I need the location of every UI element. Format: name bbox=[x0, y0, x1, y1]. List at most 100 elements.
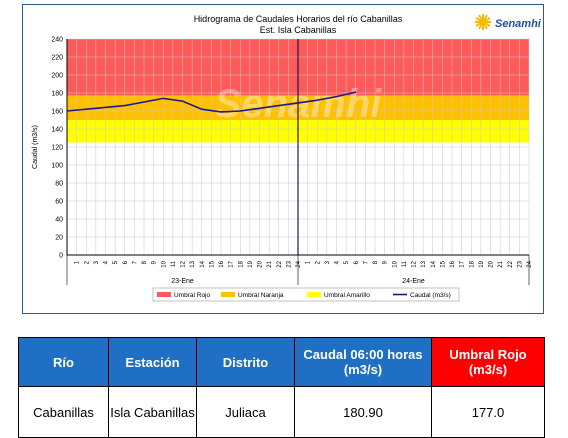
logo-sun-ray bbox=[478, 14, 482, 20]
day-label: 23-Ene bbox=[171, 278, 194, 285]
cell-estacion: Isla Cabanillas bbox=[108, 386, 197, 438]
y-tick-label: 160 bbox=[51, 109, 63, 116]
logo-sun-ray bbox=[485, 17, 491, 21]
x-tick-label: 8 bbox=[373, 260, 379, 264]
chart-title: Hidrograma de Caudales Horarios del río … bbox=[194, 14, 403, 24]
y-tick-label: 100 bbox=[51, 163, 63, 170]
x-tick-label: 2 bbox=[84, 260, 90, 264]
table-row: Cabanillas Isla Cabanillas Juliaca 180.9… bbox=[18, 386, 545, 438]
x-tick-label: 18 bbox=[469, 260, 475, 267]
x-tick-label: 1 bbox=[306, 260, 312, 264]
x-tick-label: 17 bbox=[229, 260, 235, 267]
data-point bbox=[143, 101, 145, 103]
header-umbral-rojo: Umbral Rojo (m3/s) bbox=[431, 337, 545, 387]
x-tick-label: 6 bbox=[354, 260, 360, 264]
x-tick-label: 24 bbox=[296, 260, 302, 267]
x-tick-label: 12 bbox=[181, 260, 187, 267]
legend-item: Umbral Naranja bbox=[238, 292, 284, 299]
x-tick-label: 20 bbox=[258, 260, 264, 267]
logo-sun-ray bbox=[475, 17, 481, 21]
x-tick-label: 7 bbox=[132, 260, 138, 264]
x-tick-label: 9 bbox=[383, 260, 389, 264]
y-tick-label: 20 bbox=[55, 235, 63, 242]
x-tick-label: 18 bbox=[238, 260, 244, 267]
logo-sun-ray bbox=[484, 24, 488, 30]
legend-swatch bbox=[307, 292, 321, 297]
x-tick-label: 14 bbox=[431, 260, 437, 267]
x-tick-label: 6 bbox=[123, 260, 129, 264]
x-tick-label: 19 bbox=[479, 260, 485, 267]
day-label: 24-Ene bbox=[402, 278, 425, 285]
logo-sun-ray bbox=[485, 23, 491, 27]
table-header-row: Río Estación Distrito Caudal 06:00 horas… bbox=[18, 337, 545, 387]
x-tick-label: 23 bbox=[286, 260, 292, 267]
legend-item: Umbral Rojo bbox=[174, 292, 211, 299]
data-point bbox=[297, 102, 299, 104]
data-point bbox=[124, 105, 126, 107]
data-point bbox=[66, 110, 68, 112]
logo-sun-ray bbox=[478, 24, 482, 30]
chart-subtitle: Est. Isla Cabanillas bbox=[260, 25, 337, 35]
x-tick-label: 17 bbox=[460, 260, 466, 267]
y-tick-label: 120 bbox=[51, 145, 63, 152]
y-tick-label: 60 bbox=[55, 199, 63, 206]
y-tick-label: 80 bbox=[55, 181, 63, 188]
chart-frame: Hidrograma de Caudales Horarios del río … bbox=[22, 4, 544, 314]
header-caudal: Caudal 06:00 horas (m3/s) bbox=[294, 337, 432, 387]
y-tick-label: 40 bbox=[55, 217, 63, 224]
legend-item: Caudal (m3/s) bbox=[410, 292, 451, 299]
x-tick-label: 13 bbox=[421, 260, 427, 267]
x-tick-label: 20 bbox=[489, 260, 495, 267]
x-tick-label: 8 bbox=[142, 260, 148, 264]
y-tick-label: 0 bbox=[59, 253, 63, 260]
logo-sun-ray bbox=[484, 14, 488, 20]
x-tick-label: 2 bbox=[315, 260, 321, 264]
data-point bbox=[220, 111, 222, 113]
x-tick-label: 16 bbox=[450, 260, 456, 267]
logo-sun-icon bbox=[479, 18, 487, 26]
x-tick-label: 24 bbox=[527, 260, 533, 267]
x-tick-label: 21 bbox=[498, 260, 504, 267]
x-tick-label: 23 bbox=[517, 260, 523, 267]
header-distrito: Distrito bbox=[196, 337, 295, 387]
cell-caudal: 180.90 bbox=[294, 386, 432, 438]
header-estacion: Estación bbox=[108, 337, 197, 387]
data-point bbox=[258, 107, 261, 109]
y-tick-label: 140 bbox=[51, 127, 63, 134]
data-point bbox=[201, 108, 203, 110]
data-point bbox=[316, 99, 318, 101]
x-tick-label: 11 bbox=[171, 260, 177, 267]
data-point bbox=[162, 97, 164, 99]
x-tick-label: 4 bbox=[335, 260, 341, 264]
cell-distrito: Juliaca bbox=[196, 386, 295, 438]
x-tick-label: 11 bbox=[402, 260, 408, 267]
x-tick-label: 21 bbox=[267, 260, 273, 267]
x-tick-label: 15 bbox=[440, 260, 446, 267]
x-tick-label: 7 bbox=[363, 260, 369, 264]
data-point bbox=[181, 100, 184, 102]
x-tick-label: 3 bbox=[94, 260, 100, 264]
x-tick-label: 5 bbox=[113, 260, 119, 264]
data-point bbox=[278, 105, 280, 107]
x-tick-label: 16 bbox=[219, 260, 225, 267]
x-tick-label: 14 bbox=[200, 260, 206, 267]
x-tick-label: 4 bbox=[104, 260, 110, 264]
legend-box bbox=[152, 287, 460, 302]
x-tick-label: 9 bbox=[152, 260, 158, 264]
logo-text: Senamhi bbox=[495, 18, 542, 30]
legend-swatch bbox=[221, 292, 235, 297]
x-tick-label: 22 bbox=[277, 260, 283, 267]
x-tick-label: 12 bbox=[412, 260, 418, 267]
x-tick-label: 10 bbox=[161, 260, 167, 267]
data-point bbox=[335, 96, 338, 98]
x-tick-label: 5 bbox=[344, 260, 350, 264]
x-tick-label: 19 bbox=[248, 260, 254, 267]
hydrograph-chart: Hidrograma de Caudales Horarios del río … bbox=[32, 14, 542, 302]
x-tick-label: 15 bbox=[209, 260, 215, 267]
y-tick-label: 200 bbox=[51, 73, 63, 80]
data-point bbox=[95, 107, 97, 109]
header-rio: Río bbox=[18, 337, 109, 387]
y-tick-label: 240 bbox=[51, 37, 63, 44]
y-axis-label: Caudal (m3/s) bbox=[32, 125, 39, 169]
data-point bbox=[355, 91, 357, 93]
